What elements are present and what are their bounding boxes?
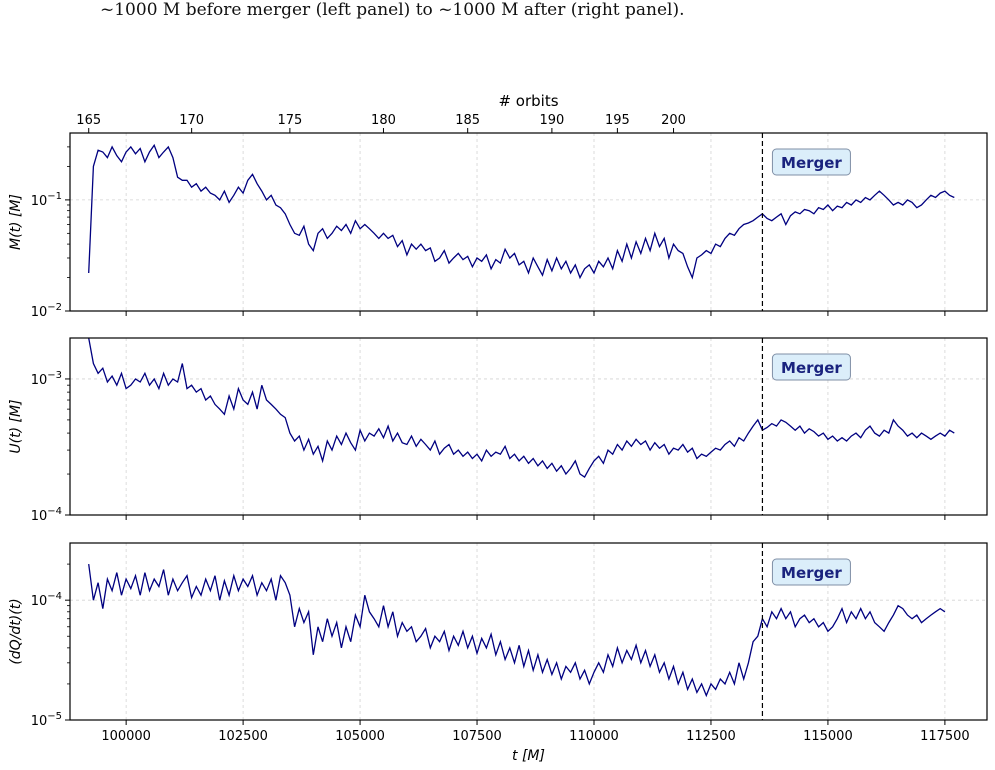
- merger-box: [771, 558, 851, 586]
- orbit-tick-label: 165: [76, 113, 101, 128]
- x-tick-label: 102500: [218, 729, 268, 744]
- axes-frame: [69, 542, 988, 721]
- caption-line: ~1000 M before merger (left panel) to ~1…: [100, 0, 685, 20]
- x-tick-label: 110000: [569, 729, 619, 744]
- y-axis-label: M(t) [M]: [8, 194, 24, 250]
- x-tick-label: 117500: [920, 729, 970, 744]
- y-tick-label: 10−3: [31, 370, 62, 388]
- orbit-tick-label: 190: [539, 113, 564, 128]
- axes-frame: [69, 132, 988, 312]
- orbit-tick-label: 170: [179, 113, 204, 128]
- series-line-mass: [88, 143, 955, 280]
- x-axis-label: t [M]: [512, 748, 545, 764]
- x-tick-label: 107500: [452, 729, 502, 744]
- x-tick-label: 112500: [686, 729, 736, 744]
- orbits-axis-label: # orbits: [498, 92, 558, 110]
- y-tick-label: 10−2: [31, 302, 62, 320]
- x-tick-label: 105000: [335, 729, 385, 744]
- orbit-tick-label: 185: [455, 113, 480, 128]
- orbit-tick-label: 175: [277, 113, 302, 128]
- figure-caption: ~1000 M before merger (left panel) to ~1…: [100, 0, 980, 20]
- x-tick-label: 100000: [101, 729, 151, 744]
- merger-label: Merger: [781, 359, 842, 377]
- y-tick-label: 10−4: [31, 506, 62, 524]
- series-line-dqdt: [88, 564, 946, 698]
- panel-mass: 10−2 10−1 Merger M(t) [M] 165 170 175 180 185 190…: [8, 92, 988, 320]
- merger-box: [771, 353, 851, 381]
- y-tick-label: 10−5: [31, 711, 62, 729]
- orbit-tick-label: 195: [605, 113, 630, 128]
- merger-box: [771, 148, 851, 176]
- y-tick-label: 10−1: [31, 191, 62, 209]
- merger-label: Merger: [781, 564, 842, 582]
- merger-label: Merger: [781, 154, 842, 172]
- axes-frame: [69, 337, 988, 516]
- panel-u: 10−4 10−3 Merger U(t) [M]: [8, 337, 988, 524]
- y-axis-label: (dQ/dt)(t): [8, 598, 24, 664]
- y-tick-label: 10−4: [31, 591, 62, 609]
- orbit-tick-label: 180: [371, 113, 396, 128]
- orbit-tick-label: 200: [661, 113, 686, 128]
- panel-dqdt: 10−5 10−4 Merger (dQ/dt)(t) 100000 102500 1050…: [8, 542, 988, 764]
- series-line-u: [88, 338, 955, 479]
- y-axis-label: U(t) [M]: [8, 399, 24, 453]
- x-tick-label: 115000: [803, 729, 853, 744]
